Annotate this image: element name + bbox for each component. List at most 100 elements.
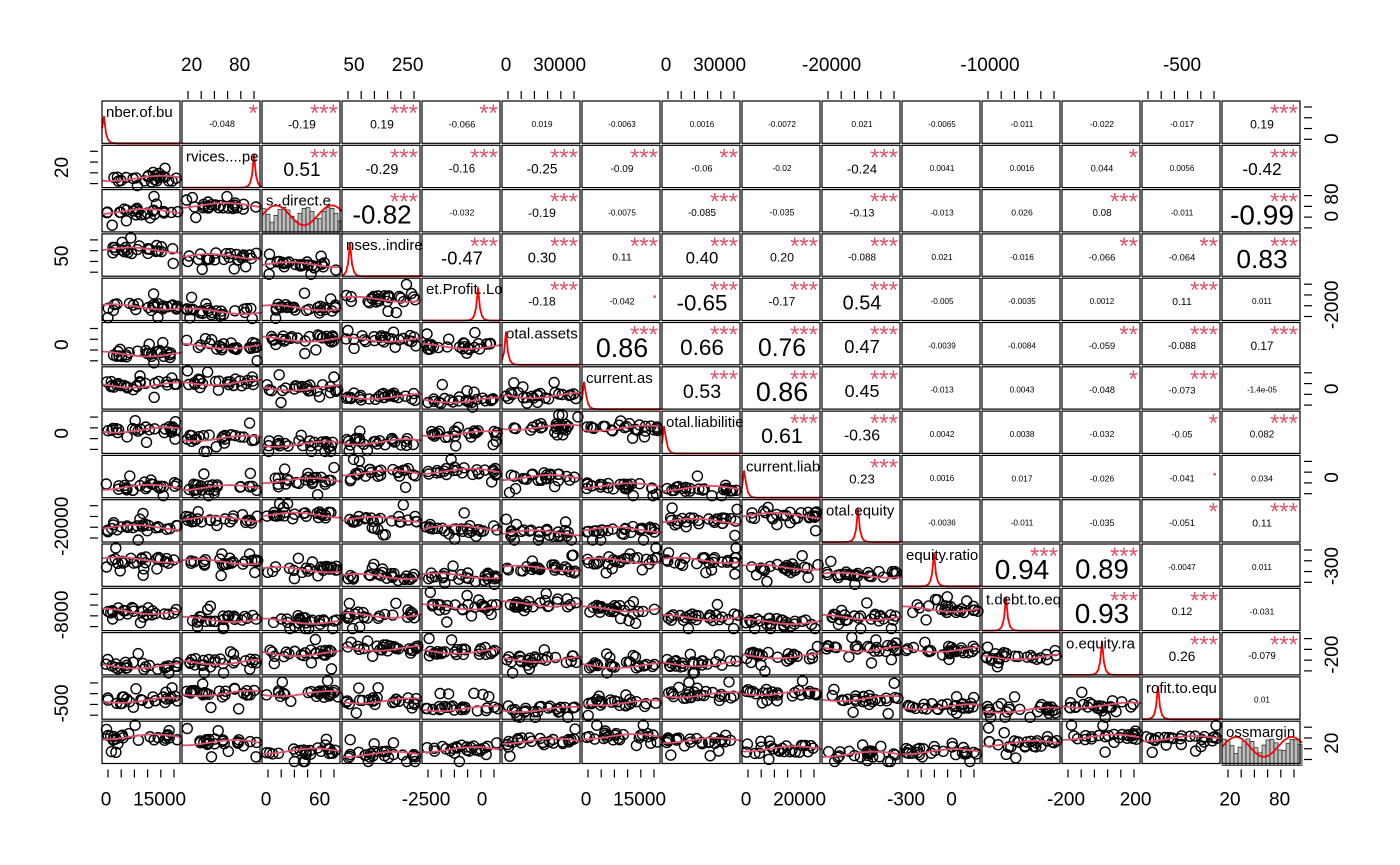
smooth-line bbox=[101, 175, 183, 183]
data-point bbox=[517, 600, 529, 612]
data-point bbox=[784, 621, 797, 633]
data-point bbox=[100, 478, 113, 490]
panel-frame bbox=[101, 631, 181, 676]
data-point bbox=[200, 735, 213, 747]
panel-frame bbox=[901, 100, 981, 144]
panel-frame bbox=[981, 676, 1061, 720]
panel-frame bbox=[501, 410, 581, 455]
data-point bbox=[753, 747, 766, 759]
data-point bbox=[130, 683, 142, 695]
corr-panel: 0.17*** bbox=[1251, 322, 1298, 353]
data-point bbox=[443, 333, 455, 345]
data-point bbox=[354, 694, 366, 706]
smooth-line bbox=[421, 746, 503, 754]
data-point bbox=[429, 571, 441, 583]
data-point bbox=[368, 745, 381, 758]
data-point bbox=[270, 312, 282, 324]
data-point bbox=[273, 498, 286, 510]
data-point bbox=[696, 736, 708, 748]
panel-frame bbox=[661, 543, 741, 587]
panel-frame bbox=[421, 144, 501, 189]
smooth-line bbox=[581, 526, 663, 534]
data-point bbox=[692, 514, 704, 527]
corr-panel: -0.059 ** bbox=[1089, 322, 1138, 351]
data-point bbox=[582, 557, 595, 569]
smooth-line bbox=[341, 295, 423, 303]
data-point bbox=[198, 667, 210, 679]
hist-bar bbox=[1249, 741, 1255, 766]
panel-frame bbox=[1141, 233, 1221, 277]
data-point bbox=[684, 648, 696, 660]
smooth-line bbox=[661, 691, 743, 699]
smooth-line bbox=[181, 658, 263, 666]
corr-panel: -0.088*** bbox=[848, 233, 898, 264]
data-point bbox=[462, 567, 474, 579]
data-point bbox=[328, 461, 340, 474]
data-point bbox=[763, 753, 775, 765]
scatter-panel bbox=[100, 719, 183, 758]
data-point bbox=[209, 199, 222, 211]
data-point bbox=[132, 298, 144, 310]
correlation-value: -0.064 bbox=[1169, 251, 1196, 262]
hist-bar bbox=[265, 213, 271, 235]
correlation-value: -0.0075 bbox=[608, 208, 636, 217]
data-point bbox=[809, 525, 822, 537]
data-point bbox=[505, 387, 517, 399]
data-point bbox=[674, 558, 686, 570]
data-point bbox=[565, 655, 577, 667]
corr-panel: 0.08*** bbox=[1092, 189, 1138, 220]
correlation-value: 0.23 bbox=[849, 471, 874, 486]
significance-stars: ** bbox=[1199, 233, 1218, 260]
panel-frame bbox=[661, 454, 741, 499]
corr-panel: -0.013 bbox=[930, 207, 954, 217]
significance-stars: ** bbox=[1119, 322, 1138, 349]
data-point bbox=[208, 738, 221, 750]
correlation-value: -0.035 bbox=[770, 208, 795, 218]
data-point bbox=[136, 605, 148, 617]
bottom-axis-label: 0 bbox=[101, 790, 112, 811]
correlation-value: 0.11 bbox=[1252, 519, 1272, 530]
data-point bbox=[985, 654, 997, 666]
smooth-line bbox=[501, 600, 583, 608]
panel-frame bbox=[1061, 321, 1141, 366]
data-point bbox=[966, 645, 978, 658]
data-point bbox=[232, 703, 245, 715]
hist-bar bbox=[321, 211, 327, 235]
corr-panel: 0.019 bbox=[532, 119, 553, 129]
data-point bbox=[732, 609, 744, 621]
data-point bbox=[216, 691, 229, 703]
smooth-line bbox=[101, 426, 183, 434]
diag-panel-4: et.Profit..Lo bbox=[422, 281, 503, 322]
panel-frame bbox=[581, 410, 661, 455]
data-point bbox=[532, 390, 544, 402]
panel-frame bbox=[101, 587, 181, 632]
data-point bbox=[780, 510, 792, 522]
bottom-axis-label: 20000 bbox=[773, 790, 826, 811]
corr-panel: -0.0084 bbox=[1008, 341, 1036, 350]
data-point bbox=[549, 426, 561, 439]
significance-stars: *** bbox=[310, 144, 338, 171]
smooth-line bbox=[101, 381, 183, 389]
variable-label: current.as bbox=[586, 370, 653, 387]
corr-panel: -0.031 bbox=[1250, 606, 1275, 616]
panel-frame bbox=[1061, 720, 1141, 765]
data-point bbox=[277, 687, 290, 699]
smooth-line bbox=[1061, 701, 1143, 709]
data-point bbox=[140, 436, 153, 448]
significance-stars: *** bbox=[1110, 543, 1138, 570]
data-point bbox=[159, 423, 171, 435]
panel-frame bbox=[901, 189, 981, 233]
data-point bbox=[147, 288, 160, 300]
data-point bbox=[210, 514, 222, 527]
smooth-line bbox=[261, 335, 343, 343]
data-point bbox=[318, 649, 331, 661]
data-point bbox=[1010, 752, 1022, 764]
data-point bbox=[665, 749, 677, 761]
smooth-line bbox=[181, 484, 263, 492]
smooth-line bbox=[341, 392, 423, 400]
data-point bbox=[1086, 698, 1098, 710]
panel-frame bbox=[981, 277, 1061, 322]
data-point bbox=[637, 719, 649, 731]
panel-frame bbox=[661, 366, 741, 410]
diag-panel-7: otal.liabilitie bbox=[661, 414, 744, 455]
